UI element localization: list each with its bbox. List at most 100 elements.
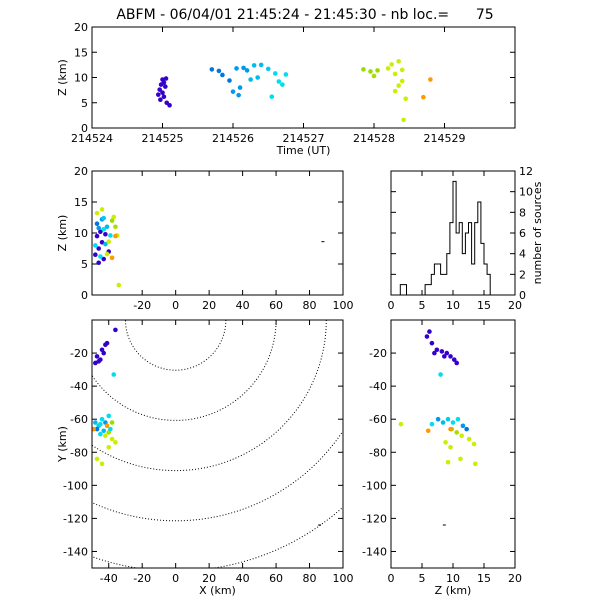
plot-frame — [91, 170, 344, 296]
data-points — [93, 207, 325, 288]
data-point — [258, 62, 264, 68]
data-point — [163, 76, 169, 81]
data-point — [93, 420, 98, 425]
x-tick-label: -20 — [133, 572, 151, 585]
histogram-outline — [391, 180, 515, 296]
data-point — [113, 440, 118, 445]
data-points — [91, 327, 322, 526]
y-tick-label: 10 — [519, 186, 533, 199]
data-point — [157, 87, 162, 92]
x-tick-label: 15 — [477, 572, 491, 585]
x-tick-label: 0 — [388, 572, 395, 585]
data-point — [237, 85, 243, 90]
data-point — [227, 78, 232, 83]
data-point — [396, 83, 401, 88]
data-point — [113, 327, 118, 333]
data-point — [216, 68, 222, 74]
data-point — [398, 421, 404, 427]
data-point — [93, 243, 98, 248]
data-point — [94, 221, 100, 226]
y-tick-label: -40 — [70, 380, 88, 393]
data-points — [398, 329, 478, 526]
y-axis-label: Z (km) — [56, 215, 69, 252]
data-point — [361, 67, 366, 72]
data-point — [93, 252, 98, 257]
data-point — [98, 431, 103, 437]
data-point — [450, 420, 456, 425]
data-point — [236, 92, 241, 98]
y-tick-label: 20 — [74, 21, 88, 34]
y-tick-label: 5 — [81, 258, 88, 271]
x-tick-label: 100 — [333, 572, 354, 585]
data-point — [385, 66, 391, 71]
x-axis: 214524 214525 214526 214527 214528 214529 — [71, 27, 466, 145]
time-height-panel: 214524 214525 214526 214527 214528 214529 0 5 10… — [56, 21, 516, 157]
y-tick-label: -60 — [369, 413, 387, 426]
data-point — [106, 239, 112, 244]
data-point — [375, 68, 380, 73]
y-axis-label: number of sources — [531, 181, 544, 284]
y-axis-label: Z (km) — [56, 59, 69, 96]
data-point — [101, 215, 107, 221]
data-point — [104, 423, 110, 429]
data-point — [109, 255, 115, 261]
data-point — [103, 231, 108, 237]
data-point — [283, 72, 289, 77]
x-tick-label: 5 — [419, 299, 426, 312]
x-tick-label: 214526 — [212, 132, 254, 145]
data-point — [280, 82, 285, 87]
data-point — [108, 426, 113, 432]
data-point — [248, 77, 253, 82]
data-point — [96, 246, 101, 251]
y-axis: 0 5 10 15 20 — [74, 165, 343, 302]
x-axis: 0 5 10 15 20 — [388, 320, 522, 585]
data-point — [111, 214, 117, 220]
data-point — [471, 441, 477, 447]
x-tick-label: 20 — [202, 572, 216, 585]
data-point — [448, 445, 453, 450]
y-tick-label: 8 — [519, 206, 526, 219]
data-point — [427, 329, 432, 334]
data-point — [94, 210, 100, 216]
data-point — [466, 436, 472, 442]
x-tick-label: 40 — [236, 572, 250, 585]
data-point — [429, 340, 435, 346]
data-point — [440, 420, 446, 425]
data-point — [99, 207, 105, 212]
data-point — [455, 416, 461, 422]
data-point — [273, 71, 278, 76]
data-point — [432, 350, 437, 356]
data-point — [368, 69, 373, 74]
data-point — [167, 102, 172, 108]
data-point — [116, 282, 122, 288]
x-axis-label: X (km) — [199, 584, 236, 597]
data-point — [209, 67, 215, 72]
y-tick-label: -120 — [63, 512, 88, 525]
x-tick-label: 20 — [508, 299, 522, 312]
zy-plane-panel: 0 5 10 15 20 -140 -120 -100 -80 -60 -40 -20 Z (km) — [362, 319, 522, 597]
data-point — [103, 241, 108, 247]
data-point — [99, 461, 105, 467]
y-tick-label: 6 — [519, 227, 526, 240]
data-point — [104, 340, 110, 346]
data-point — [101, 428, 107, 434]
data-point — [98, 421, 103, 427]
data-point — [392, 88, 398, 94]
data-point — [113, 224, 118, 230]
data-point — [230, 89, 236, 94]
x-tick-label: 10 — [446, 299, 460, 312]
data-point — [109, 436, 115, 442]
data-point — [104, 224, 110, 230]
data-point — [424, 334, 430, 339]
data-point — [101, 256, 107, 262]
y-axis: -140 -120 -100 -80 -60 -40 -20 — [63, 347, 343, 558]
x-tick-label: 20 — [508, 572, 522, 585]
data-point — [389, 62, 394, 67]
y-tick-label: 0 — [519, 289, 526, 302]
data-point — [96, 359, 101, 364]
x-tick-label: 0 — [172, 299, 179, 312]
data-point — [442, 354, 447, 359]
data-point — [103, 433, 108, 439]
x-axis-label: Z (km) — [435, 584, 472, 597]
plot-frame — [91, 319, 344, 569]
